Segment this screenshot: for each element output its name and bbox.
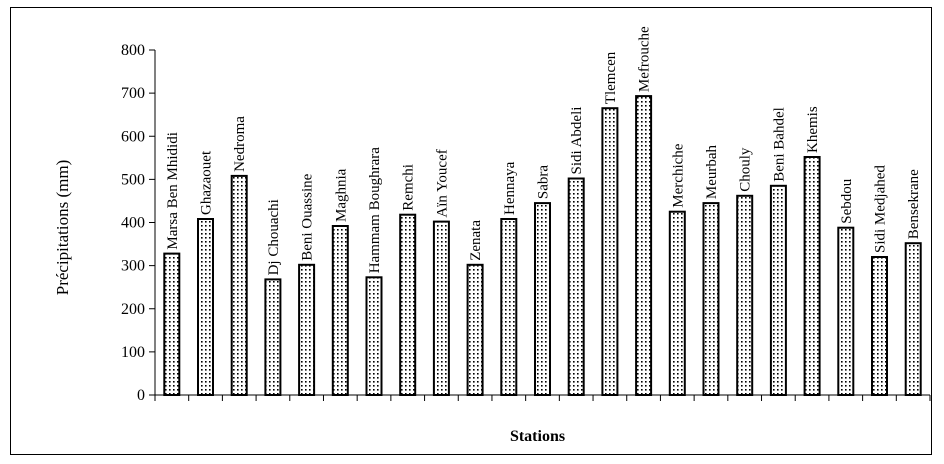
bar — [331, 225, 349, 396]
bar — [432, 220, 450, 396]
bar-label: Ghazaouet — [199, 150, 215, 215]
bar-label: Khemis — [805, 106, 821, 153]
bar-label: Chouly — [738, 147, 754, 192]
bar — [567, 177, 585, 396]
bar-label: Beni Ouassine — [300, 173, 316, 260]
bar-label: Marsa Ben Mhididi — [165, 132, 181, 250]
bar-label: Sidi Medjahed — [873, 165, 889, 253]
bar-label: Beni Bahdel — [771, 107, 787, 182]
bar — [904, 242, 922, 396]
bar-label: Bensekrane — [906, 169, 922, 239]
y-tick-label: 500 — [121, 171, 145, 188]
bar-label: Zenata — [468, 220, 484, 261]
bar-label: Hammam Boughrara — [367, 147, 383, 274]
bar — [803, 156, 821, 396]
y-tick-label: 200 — [121, 301, 145, 318]
bar — [230, 174, 248, 396]
bar-label: Merchiche — [670, 143, 686, 207]
bar — [871, 256, 888, 396]
bar-label: Sabra — [536, 165, 552, 199]
bar — [197, 218, 214, 396]
bar — [635, 95, 653, 396]
bar — [769, 184, 787, 396]
y-tick-label: 400 — [121, 215, 145, 232]
bar — [399, 213, 417, 396]
bar-label: Meurbah — [704, 144, 720, 199]
bar — [702, 202, 720, 396]
y-tick-label: 600 — [121, 128, 145, 145]
bar-labels: Marsa Ben Mhididi Ghazaouet Nedroma Dj Chou… — [165, 26, 922, 275]
bar-label: Sebdou — [839, 178, 855, 224]
bar — [163, 252, 181, 396]
y-tick-label: 800 — [121, 42, 145, 59]
bar-label: Sidi Abdeli — [569, 107, 585, 175]
bar-label: Remchi — [401, 164, 417, 211]
bar — [365, 276, 383, 396]
bar — [837, 226, 855, 396]
bar — [668, 210, 686, 396]
bar — [736, 194, 754, 396]
y-tick-label: 300 — [121, 258, 145, 275]
bar-label: Nedroma — [232, 116, 248, 172]
bar-label: Tlemcen — [603, 51, 619, 104]
y-axis-label: Précipitations (mm) — [53, 160, 72, 296]
y-tick-label: 700 — [121, 85, 145, 102]
bar-label: Mefrouche — [637, 26, 653, 92]
axes: 0 100 200 300 400 500 600 700 800 — [121, 42, 931, 404]
y-tick-label: 0 — [137, 387, 145, 404]
bar-label: Maghnia — [333, 168, 349, 222]
x-axis-label: Stations — [510, 428, 565, 445]
bar — [500, 218, 518, 396]
bar — [601, 107, 619, 396]
bar — [534, 202, 551, 396]
bar — [298, 263, 316, 396]
bars — [163, 95, 922, 396]
y-tick-label: 100 — [121, 344, 145, 361]
bar — [264, 278, 282, 396]
bar-label: Aïn Youcef — [434, 149, 450, 217]
bar-label: Hennaya — [502, 161, 518, 215]
bar-label: Dj Chouachi — [266, 199, 282, 275]
bar — [466, 263, 484, 396]
